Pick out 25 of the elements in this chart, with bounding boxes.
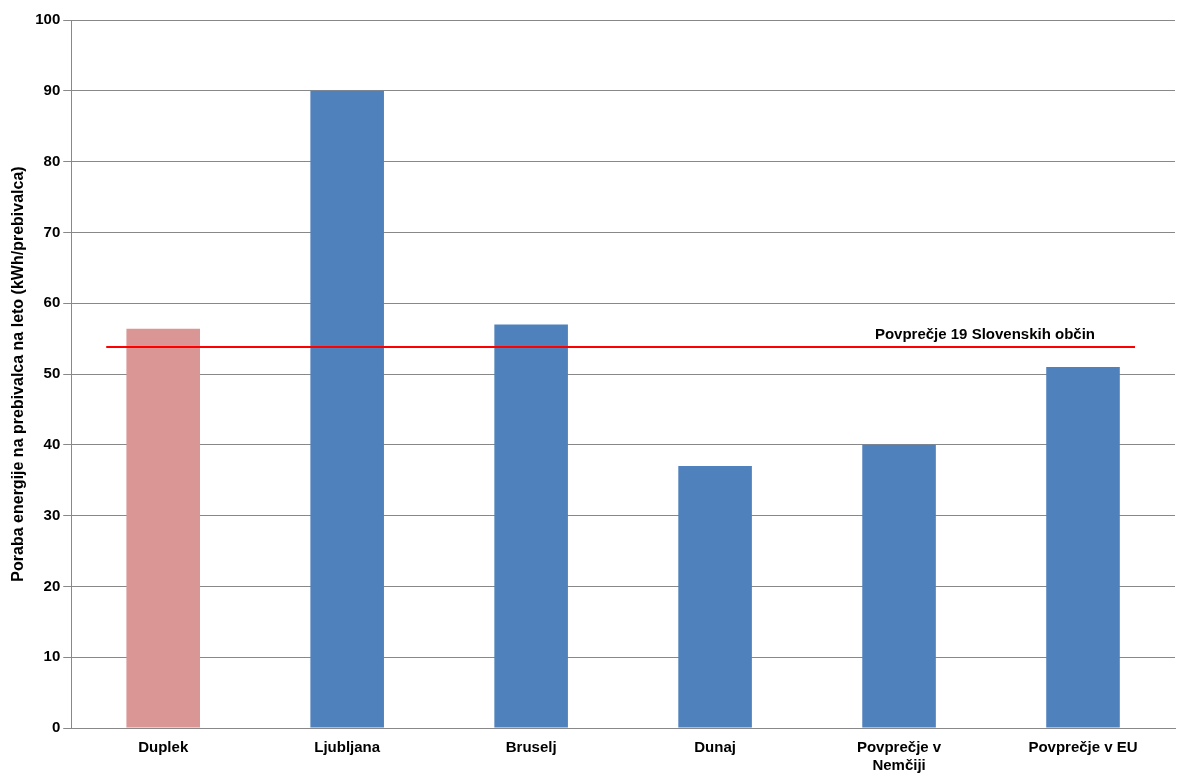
y-tick-label: 50 [43,364,61,382]
x-tick-label: Povprečje v EU [1028,738,1138,756]
y-tick-label: 40 [43,434,61,452]
y-axis-title: Poraba energije na prebivalca na leto (kWh/prebivalca) [9,166,27,582]
bar [494,324,568,728]
bar [126,328,200,728]
ref-line-label: Povprečje 19 Slovenskih občin [874,324,1095,342]
x-tick-label: Dunaj [694,738,736,756]
bar [678,466,752,728]
x-tick-label: Povprečje v Nemčiji [856,738,942,774]
x-tick-label: Duplek [138,738,189,756]
x-tick-label: Bruselj [505,738,557,756]
x-tick-label: Ljubljana [314,738,381,756]
y-tick-label: 100 [35,10,61,28]
y-tick-label: 60 [43,293,61,311]
bar [310,90,384,728]
y-tick-label: 70 [43,222,61,240]
y-tick-label: 30 [43,505,61,523]
y-tick-label: 10 [43,647,61,665]
y-tick-label: 0 [51,718,61,736]
y-tick-label: 80 [43,151,61,169]
y-tick-label: 90 [43,80,61,98]
bar [862,444,936,728]
y-tick-label: 20 [43,576,61,594]
bar [1046,366,1120,728]
